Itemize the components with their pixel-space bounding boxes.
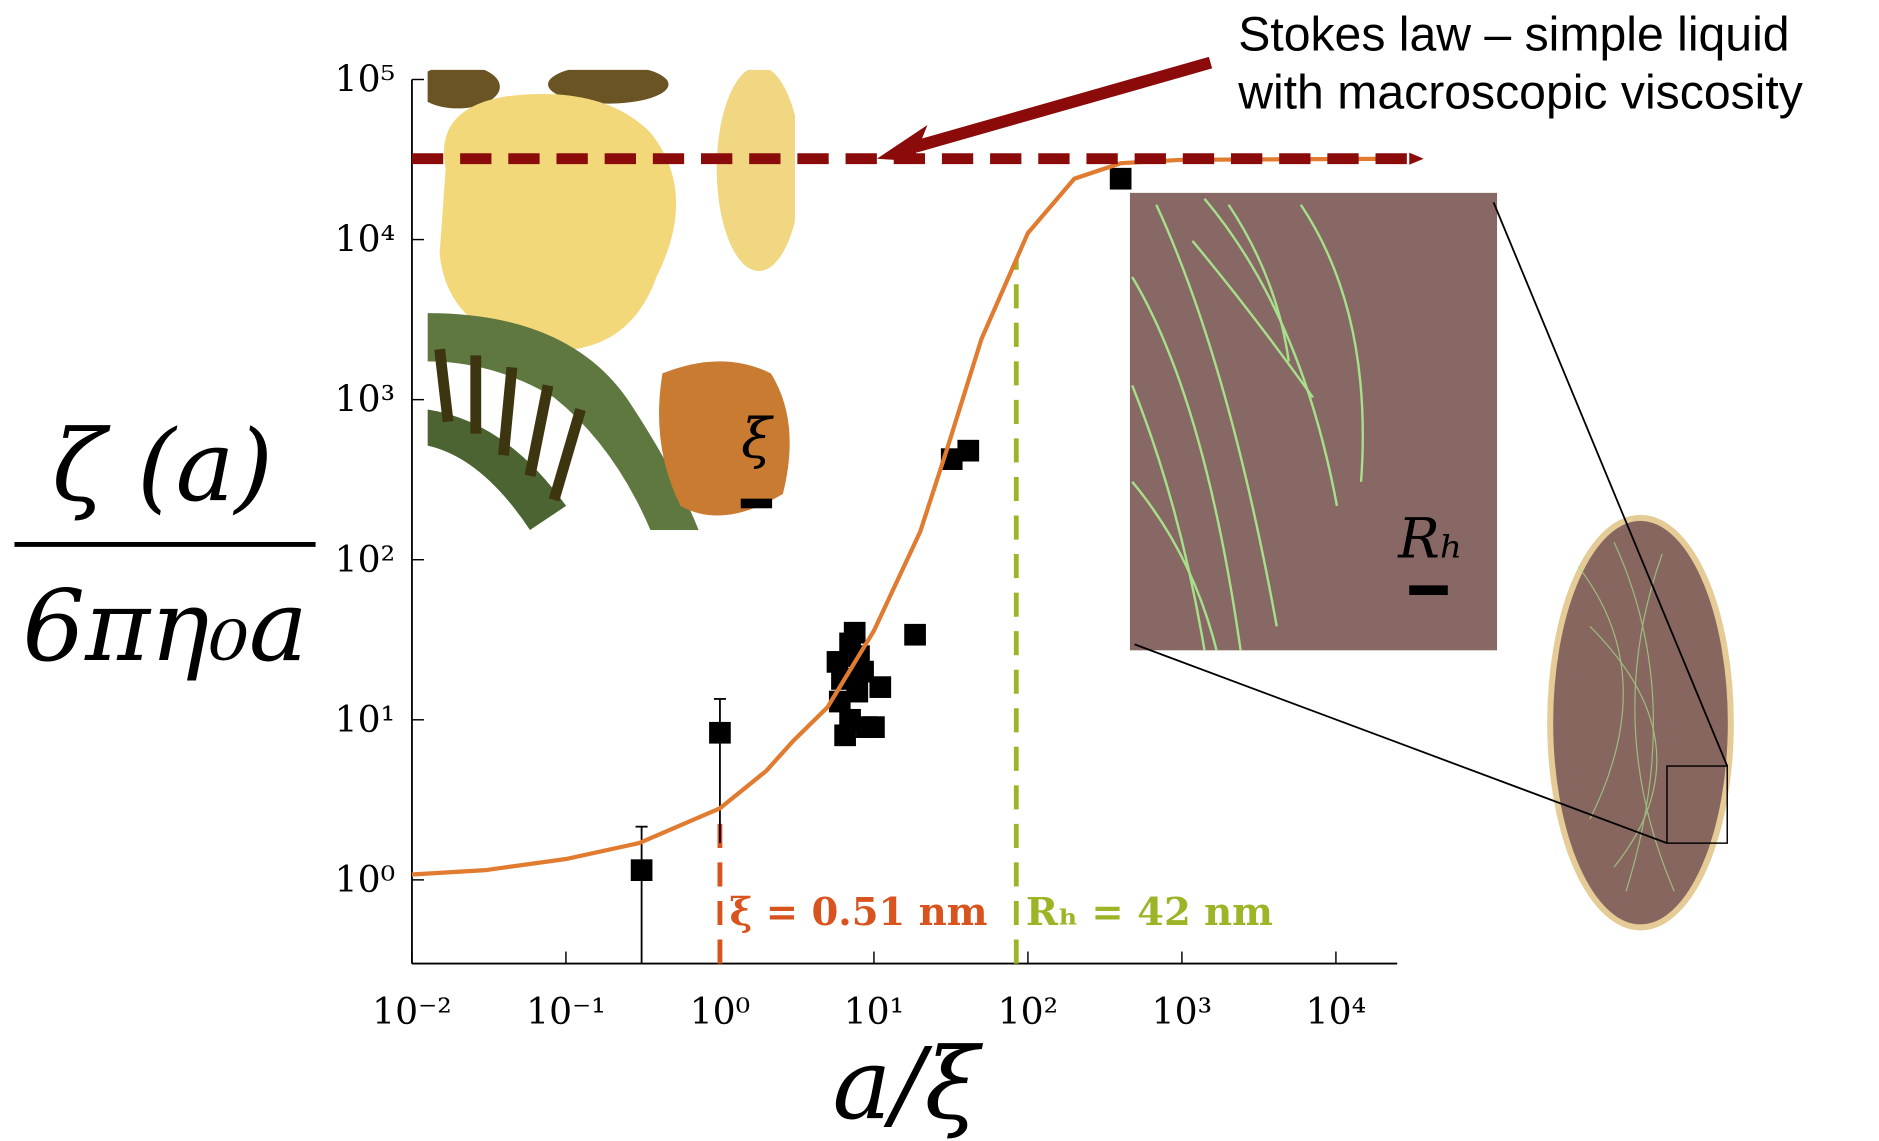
zoom-box [1666, 765, 1728, 844]
x-tick-label: 10⁻¹ [526, 990, 606, 1033]
ref-label: Rₕ = 42 nm [1026, 890, 1273, 935]
ref-label: ξ = 0.51 nm [730, 890, 988, 935]
y-tick-label: 10¹ [335, 698, 395, 741]
data-point [709, 721, 731, 744]
x-tick-label: 10¹ [844, 990, 904, 1033]
dna-strand [427, 409, 567, 530]
blob [548, 69, 669, 104]
illustrations: ξ Rₕ [427, 69, 1734, 931]
plot: 10⁻² 10⁻¹ 10⁰ 10¹ 10² 10³ 10⁴ 10⁰ 10¹ 10² 10³ 10⁴ 10… [335, 56, 1424, 1033]
bacterium [1547, 514, 1734, 931]
y-label-numerator: ζ (a) [52, 409, 273, 524]
y-label-denominator: 6πη₀a [22, 569, 307, 684]
bacterium-chains [1577, 541, 1675, 892]
inset-label: ξ [741, 408, 774, 472]
y-tick-label: 10⁴ [335, 218, 395, 261]
fit-curve [411, 156, 1398, 877]
annotation-arrow [913, 56, 1213, 153]
data-point [869, 676, 892, 698]
ref-arrowhead [1409, 152, 1424, 165]
protein [716, 69, 795, 271]
scale-bar [1409, 585, 1448, 596]
data-point [826, 651, 849, 673]
y-tick-label: 10⁰ [335, 858, 395, 901]
x-label: a/ξ [833, 1027, 984, 1141]
annotation-arrowhead [876, 124, 928, 162]
dna-bases [434, 348, 586, 502]
inset-bg [1129, 192, 1498, 651]
data-point [843, 621, 866, 644]
data-point [839, 708, 861, 731]
x-tick-label: 10⁴ [1306, 990, 1366, 1033]
y-tick-label: 10² [335, 538, 395, 581]
data-point [1109, 167, 1132, 190]
dna-strand [427, 313, 699, 530]
protein [659, 361, 790, 516]
data-point [630, 859, 653, 882]
zoom-line [1492, 202, 1729, 767]
annotation: with macroscopic viscosity [1237, 65, 1803, 119]
data-point [852, 660, 874, 683]
molecule-inset: ξ [427, 69, 795, 530]
polymer-inset: Rₕ [1129, 192, 1498, 651]
x-tick-label: 10² [998, 990, 1058, 1033]
x-tick-label: 10⁰ [690, 990, 750, 1033]
zoom-line [1134, 643, 1668, 844]
data-point [957, 439, 980, 462]
x-tick-label: 10³ [1152, 990, 1212, 1033]
x-tick-label: 10⁻² [372, 990, 452, 1033]
annotation: Stokes law – simple liquid [1238, 8, 1789, 62]
data-point [904, 623, 926, 646]
scale-bar [740, 498, 773, 509]
polymer-chains [1131, 197, 1364, 651]
data-point [863, 716, 885, 738]
data-point [846, 680, 869, 703]
y-tick-label: 10³ [335, 378, 395, 421]
inset-label: Rₕ [1397, 508, 1464, 572]
blob [427, 69, 500, 109]
y-tick-label: 10⁵ [335, 58, 395, 101]
